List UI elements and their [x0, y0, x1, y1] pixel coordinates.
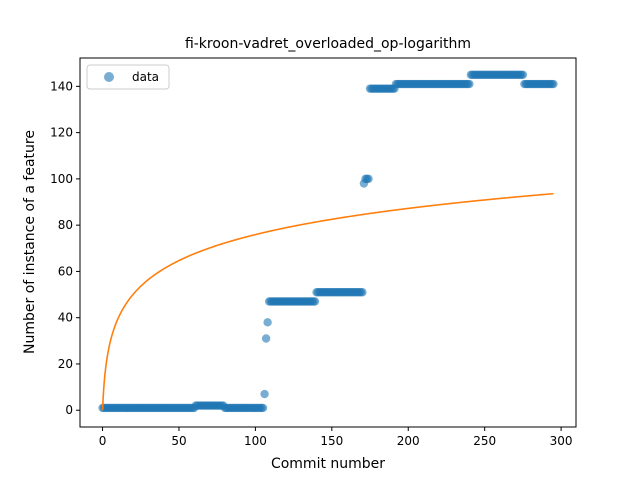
- x-axis: 0 50 100 150 200 250 300: [99, 427, 573, 448]
- legend-marker-data: [104, 72, 114, 82]
- y-tick-label: 80: [58, 218, 73, 232]
- y-tick-label: 100: [50, 172, 73, 186]
- y-tick-label: 140: [50, 79, 73, 93]
- data-point: [260, 389, 269, 399]
- x-axis-label: Commit number: [271, 456, 385, 472]
- fit-line: [101, 192, 554, 411]
- data-point: [261, 334, 271, 343]
- data-point: [549, 79, 558, 89]
- data-point: [518, 70, 528, 79]
- x-tick-label: 0: [99, 434, 107, 448]
- data-point: [263, 318, 272, 327]
- y-tick-label: 0: [65, 403, 73, 417]
- legend: data: [86, 64, 170, 90]
- legend-label-data: data: [132, 70, 159, 84]
- series-layer: [98, 70, 558, 413]
- y-tick-label: 120: [50, 126, 73, 140]
- legend-box: [86, 64, 170, 90]
- x-tick-label: 100: [244, 434, 267, 448]
- y-axis: 0 20 40 60 80 100 120 140: [50, 79, 80, 417]
- plot-frame: [79, 57, 577, 428]
- x-tick-label: 300: [550, 434, 573, 448]
- data-point: [358, 288, 367, 297]
- y-tick-label: 40: [58, 311, 73, 325]
- x-tick-label: 150: [320, 434, 343, 448]
- x-tick-label: 250: [473, 434, 496, 448]
- data-point: [364, 174, 373, 184]
- y-tick-label: 20: [58, 357, 73, 371]
- y-tick-label: 60: [58, 264, 73, 278]
- x-tick-label: 50: [171, 434, 186, 448]
- x-tick-label: 200: [397, 434, 420, 448]
- data-point: [258, 403, 268, 413]
- chart-title: fi-kroon-vadret_overloaded_op-logarithm: [185, 36, 471, 52]
- data-point: [465, 79, 474, 89]
- data-point: [310, 297, 320, 306]
- y-axis-label: Number of instance of a feature: [22, 130, 38, 354]
